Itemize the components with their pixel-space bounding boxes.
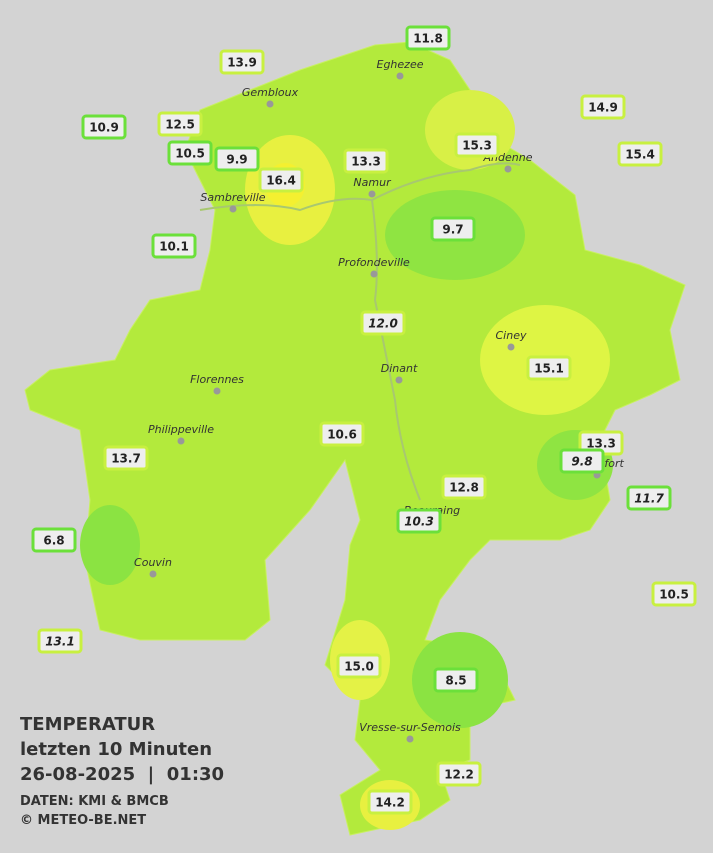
station-value: 10.1 [159,240,189,254]
station-value: 12.5 [165,118,195,132]
city-label: Sambreville [200,191,265,204]
station-box [367,789,413,815]
city-dot [266,100,274,108]
station-box [258,167,304,193]
city-label: Ciney [496,329,527,342]
city-dot [368,190,376,198]
station-box [343,148,389,174]
city-dot [507,343,515,351]
station-box [526,355,572,381]
station-box [433,667,479,693]
station-box [214,146,260,172]
city-label: Gembloux [242,86,299,99]
station-box [167,140,213,166]
subtitle: letzten 10 Minuten [20,739,212,760]
city-dot [149,570,157,578]
city-label: Dinant [381,362,418,375]
station-value: 13.3 [351,155,381,169]
city-label: Couvin [134,556,172,569]
station-box [405,25,451,51]
station-value: 13.9 [227,56,257,70]
city-label: Eghezee [377,58,424,71]
copyright: © METEO-BE.NET [20,813,146,828]
city-dot [395,376,403,384]
cool-area [80,505,140,585]
station-value: 12.2 [444,768,474,782]
station-value: 6.8 [43,534,64,548]
station-value: 15.1 [534,362,564,376]
station-value: 9.8 [571,455,592,469]
station-value: 12.0 [368,317,398,331]
station-value: 9.9 [226,153,247,167]
station-value: 15.4 [625,148,655,162]
city-label: Florennes [190,373,244,386]
station-box [430,216,476,242]
station-value: 9.7 [442,223,463,237]
source: DATEN: KMI & BMCB [20,794,169,809]
station-box [31,527,77,553]
station-value: 14.9 [588,101,618,115]
station-box [81,114,127,140]
station-value: 8.5 [445,674,466,688]
station-box [617,141,663,167]
city-dot [177,437,185,445]
station-value: 16.4 [266,174,296,188]
city-dot [396,72,404,80]
city-dot [406,735,414,743]
station-box [441,474,487,500]
station-value: 11.7 [634,492,664,506]
river [371,199,421,501]
station-box [396,508,442,534]
datetime: 26-08-2025 | 01:30 [20,764,224,785]
station-box [559,448,605,474]
station-value: 10.9 [89,121,119,135]
station-box [436,761,482,787]
station-box [319,421,365,447]
station-value: 13.7 [111,452,141,466]
station-value: 13.3 [586,437,616,451]
station-value: 14.2 [375,796,405,810]
title: TEMPERATUR [20,714,155,735]
city-dot [213,387,221,395]
city-dot [504,165,512,173]
city-label: Profondeville [338,256,410,269]
station-box [37,628,83,654]
station-value: 10.5 [175,147,205,161]
city-dot [229,205,237,213]
station-value: 15.0 [344,660,374,674]
station-box [336,653,382,679]
station-box [103,445,149,471]
city-label: Namur [353,176,392,189]
station-value: 10.3 [404,515,434,529]
station-box [454,132,500,158]
station-value: 15.3 [462,139,492,153]
station-box [360,310,406,336]
city-dot [370,270,378,278]
city-label: Vresse-sur-Semois [359,721,461,734]
station-value: 12.8 [449,481,479,495]
station-box [651,581,697,607]
station-box [157,111,203,137]
station-value: 13.1 [45,635,75,649]
station-value: 11.8 [413,32,443,46]
station-box [219,49,265,75]
station-value: 10.5 [659,588,689,602]
river [199,162,521,212]
station-box [580,94,626,120]
station-box [626,485,672,511]
station-box [151,233,197,259]
city-label: Philippeville [148,423,214,436]
station-value: 10.6 [327,428,357,442]
